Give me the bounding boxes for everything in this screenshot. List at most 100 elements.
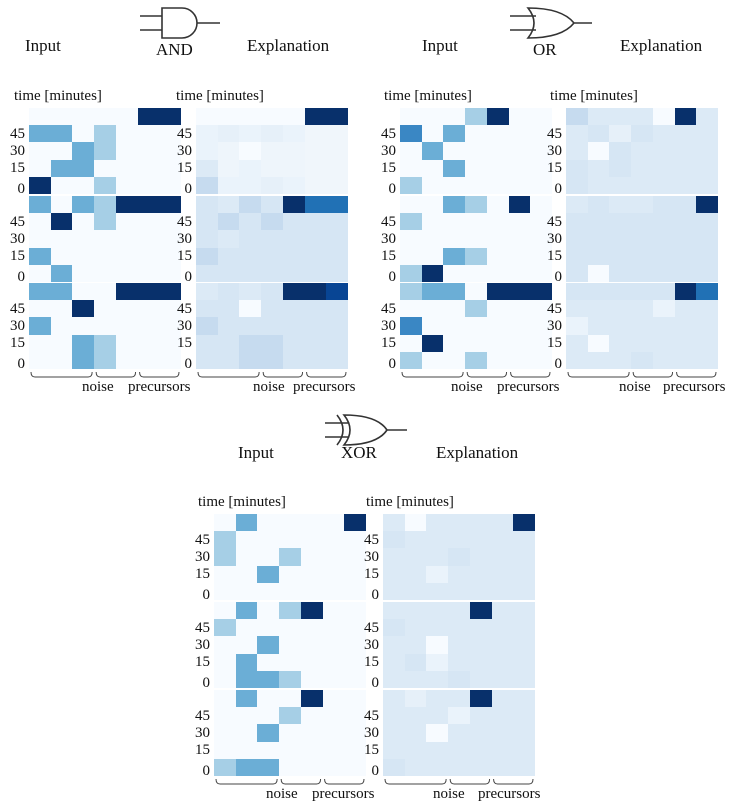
heatmap-cell [469, 565, 493, 584]
heatmap-cell [257, 514, 280, 532]
heatmap-cell [214, 707, 237, 725]
heatmap-cell [282, 247, 306, 266]
y-tick-label: 45 [547, 213, 562, 230]
heatmap-cell [279, 636, 302, 655]
heatmap-cell [609, 125, 632, 143]
heatmap-cell [696, 264, 719, 283]
heatmap-cell [235, 653, 258, 672]
y-tick-label: 0 [202, 675, 211, 691]
heatmap-cell [300, 602, 324, 620]
heatmap-cell [322, 548, 345, 567]
heatmap-cell [696, 176, 719, 195]
heatmap-cell [652, 351, 676, 370]
heatmap-cell [508, 264, 531, 283]
heatmap-cell [530, 300, 553, 318]
heatmap-cell [530, 108, 553, 126]
heatmap-cell [322, 670, 345, 689]
heatmap-cell [304, 247, 327, 266]
heatmap-cell [217, 334, 240, 353]
heatmap-cell [465, 351, 488, 370]
heatmap-cell [400, 125, 423, 143]
heatmap-cell [300, 636, 324, 655]
heatmap-cell [566, 159, 589, 178]
heatmap-cell [344, 670, 367, 689]
heatmap-cell [261, 300, 284, 318]
heatmap-cell [652, 159, 676, 178]
heatmap-cell [279, 670, 302, 689]
heatmap-cell [448, 758, 471, 777]
heatmap-cell [486, 196, 510, 214]
heatmap-cell [587, 300, 610, 318]
heatmap-cell [513, 707, 536, 725]
heatmap-cell [508, 247, 531, 266]
heatmap-cell [486, 176, 510, 195]
heatmap-cell [217, 142, 240, 161]
heatmap-cell [443, 142, 466, 161]
heatmap-cell [322, 741, 345, 760]
heatmap-cell [50, 108, 73, 126]
heatmap-cell [94, 142, 117, 161]
heatmap-cell [404, 653, 427, 672]
y-tick-label: 0 [554, 269, 563, 285]
heatmap-cell [566, 351, 589, 370]
heatmap-cell [513, 653, 536, 672]
heatmap-cell [159, 159, 182, 178]
heatmap-cell [279, 741, 302, 760]
heatmap-cell [486, 125, 510, 143]
heatmap-cell [491, 690, 514, 708]
heatmap-cell [404, 531, 427, 549]
heatmap-cell [235, 636, 258, 655]
heatmap-cell [566, 300, 589, 318]
heatmap-cell [304, 159, 327, 178]
heatmap-cell [217, 264, 240, 283]
heatmap-cell [696, 317, 719, 336]
heatmap-cell [50, 159, 73, 178]
y-tick-label: 30 [177, 143, 192, 159]
heatmap-cell [631, 159, 654, 178]
y-tick-label: 30 [547, 318, 562, 334]
heatmap-cell [486, 230, 510, 249]
heatmap-cell [469, 514, 493, 532]
y-tick-label: 15 [177, 248, 192, 265]
heatmap-cell [400, 317, 423, 336]
heatmap-cell [196, 283, 219, 301]
heatmap-cell [465, 196, 488, 214]
heatmap-cell [465, 264, 488, 283]
heatmap-cell [631, 334, 654, 353]
or-explanation-heatmap-panel [566, 108, 719, 195]
heatmap-cell [72, 125, 95, 143]
heatmap-cell [508, 334, 531, 353]
heatmap-cell [426, 565, 449, 584]
heatmap-cell [383, 582, 406, 601]
y-tick-label: 45 [364, 707, 379, 724]
heatmap-cell [587, 334, 610, 353]
heatmap-cell [404, 514, 427, 532]
heatmap-cell [469, 707, 493, 725]
heatmap-cell [443, 230, 466, 249]
heatmap-cell [137, 283, 160, 301]
heatmap-cell [235, 565, 258, 584]
heatmap-cell [465, 230, 488, 249]
heatmap-cell [530, 334, 553, 353]
y-tick-label: 15 [10, 335, 25, 352]
heatmap-cell [491, 514, 514, 532]
heatmap-cell [29, 213, 52, 231]
y-tick-label: 45 [177, 125, 192, 142]
heatmap-cell [282, 351, 306, 370]
heatmap-cell [465, 125, 488, 143]
heatmap-cell [426, 548, 449, 567]
y-tick-label: 15 [547, 335, 562, 352]
heatmap-cell [491, 670, 514, 689]
and-explanation-time-label: time [minutes] [176, 88, 264, 104]
y-tick-label: 15 [547, 248, 562, 265]
heatmap-cell [609, 142, 632, 161]
heatmap-cell [304, 125, 327, 143]
heatmap-cell [404, 724, 427, 743]
heatmap-cell [257, 636, 280, 655]
heatmap-cell [426, 636, 449, 655]
heatmap-cell [300, 531, 324, 549]
heatmap-cell [400, 213, 423, 231]
heatmap-cell [235, 741, 258, 760]
heatmap-cell [257, 531, 280, 549]
heatmap-cell [72, 230, 95, 249]
